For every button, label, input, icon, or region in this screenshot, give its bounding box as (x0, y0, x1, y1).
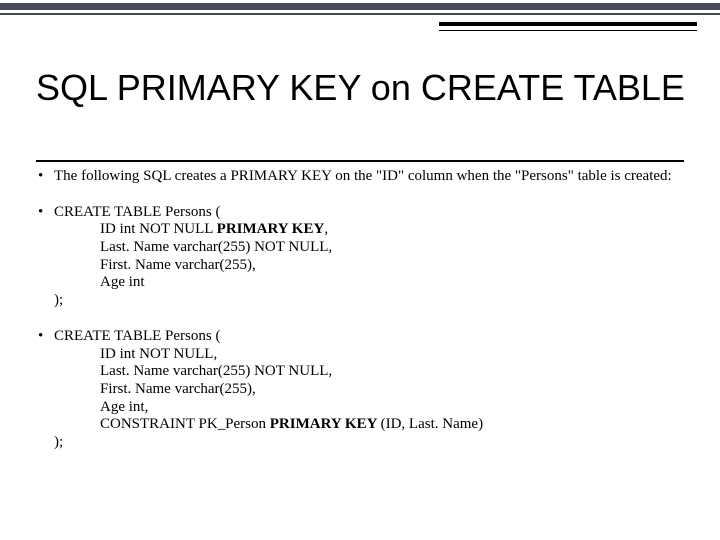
code-block-2: CREATE TABLE Persons ( ID int NOT NULL, … (36, 328, 686, 452)
accent-bar-thin (0, 13, 720, 15)
content-area: The following SQL creates a PRIMARY KEY … (36, 168, 686, 470)
code1-open: CREATE TABLE Persons ( (54, 204, 220, 220)
code2-l5a: CONSTRAINT PK_Person (100, 416, 270, 432)
accent-right-thin (439, 30, 697, 31)
bullet-list: The following SQL creates a PRIMARY KEY … (36, 168, 686, 452)
code2-line5: CONSTRAINT PK_Person PRIMARY KEY (ID, La… (54, 416, 483, 432)
code1-l1b: PRIMARY KEY (217, 221, 325, 237)
code2-line1: ID int NOT NULL, (54, 346, 217, 362)
code-block-1: CREATE TABLE Persons ( ID int NOT NULL P… (36, 204, 686, 310)
code1-close: ); (54, 292, 63, 308)
code1-l1a: ID int NOT NULL (100, 221, 217, 237)
code1-line1: ID int NOT NULL PRIMARY KEY, (54, 221, 328, 237)
code1-l1c: , (324, 221, 328, 237)
intro-bullet: The following SQL creates a PRIMARY KEY … (36, 168, 686, 186)
accent-bar-thick (0, 3, 720, 10)
intro-text: The following SQL creates a PRIMARY KEY … (54, 168, 672, 184)
code1-line4: Age int (54, 274, 145, 290)
slide: SQL PRIMARY KEY on CREATE TABLE The foll… (0, 0, 720, 540)
code2-l5b: PRIMARY KEY (270, 416, 381, 432)
code2-line2: Last. Name varchar(255) NOT NULL, (54, 363, 332, 379)
code2-line4: Age int, (54, 399, 148, 415)
title-underline (36, 160, 684, 162)
code2-close: ); (54, 434, 63, 450)
accent-right-bar (439, 22, 697, 26)
code2-l5c: (ID, Last. Name) (381, 416, 483, 432)
code2-line3: First. Name varchar(255), (54, 381, 256, 397)
code1-line3: First. Name varchar(255), (54, 257, 256, 273)
page-title: SQL PRIMARY KEY on CREATE TABLE (36, 68, 686, 108)
code1-line2: Last. Name varchar(255) NOT NULL, (54, 239, 332, 255)
code2-open: CREATE TABLE Persons ( (54, 328, 220, 344)
